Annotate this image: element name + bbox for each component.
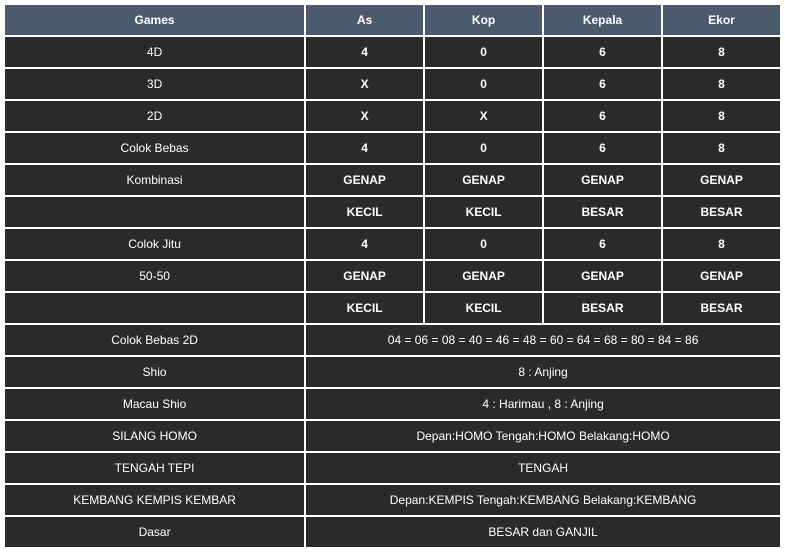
row-label: Colok Bebas 2D <box>5 325 304 355</box>
cell-kepala: BESAR <box>544 293 661 323</box>
cell-kop: 0 <box>425 69 542 99</box>
cell-kepala: BESAR <box>544 197 661 227</box>
row-label: 4D <box>5 37 304 67</box>
cell-kepala: 6 <box>544 133 661 163</box>
cell-as: 4 <box>306 133 423 163</box>
row-span-value: Depan:HOMO Tengah:HOMO Belakang:HOMO <box>306 421 780 451</box>
cell-kepala: GENAP <box>544 165 661 195</box>
table-row: 4D 4 0 6 8 <box>5 37 780 67</box>
table-row: 50-50 GENAP GENAP GENAP GENAP <box>5 261 780 291</box>
cell-kop: 0 <box>425 133 542 163</box>
row-label: Kombinasi <box>5 165 304 195</box>
cell-kop: GENAP <box>425 261 542 291</box>
cell-as: 4 <box>306 37 423 67</box>
cell-kop: X <box>425 101 542 131</box>
table-row: 2D X X 6 8 <box>5 101 780 131</box>
row-label <box>5 197 304 227</box>
cell-kepala: GENAP <box>544 261 661 291</box>
table-row: KEMBANG KEMPIS KEMBAR Depan:KEMPIS Tenga… <box>5 485 780 515</box>
row-label: KEMBANG KEMPIS KEMBAR <box>5 485 304 515</box>
cell-ekor: 8 <box>663 69 780 99</box>
row-label: Shio <box>5 357 304 387</box>
cell-kop: GENAP <box>425 165 542 195</box>
cell-ekor: 8 <box>663 133 780 163</box>
cell-kop: 0 <box>425 229 542 259</box>
row-label: TENGAH TEPI <box>5 453 304 483</box>
row-span-value: 04 = 06 = 08 = 40 = 46 = 48 = 60 = 64 = … <box>306 325 780 355</box>
table-row: SILANG HOMO Depan:HOMO Tengah:HOMO Belak… <box>5 421 780 451</box>
table-row: TENGAH TEPI TENGAH <box>5 453 780 483</box>
cell-kop: KECIL <box>425 293 542 323</box>
row-span-value: Depan:KEMPIS Tengah:KEMBANG Belakang:KEM… <box>306 485 780 515</box>
cell-kop: 0 <box>425 37 542 67</box>
cell-ekor: BESAR <box>663 197 780 227</box>
table-row: Dasar BESAR dan GANJIL <box>5 517 780 547</box>
cell-ekor: 8 <box>663 101 780 131</box>
cell-ekor: GENAP <box>663 261 780 291</box>
row-label: Colok Jitu <box>5 229 304 259</box>
header-ekor: Ekor <box>663 5 780 35</box>
cell-ekor: 8 <box>663 229 780 259</box>
table-row: Colok Bebas 2D 04 = 06 = 08 = 40 = 46 = … <box>5 325 780 355</box>
table-row: KECIL KECIL BESAR BESAR <box>5 197 780 227</box>
row-label: Dasar <box>5 517 304 547</box>
header-row: Games As Kop Kepala Ekor <box>5 5 780 35</box>
header-as: As <box>306 5 423 35</box>
row-span-value: TENGAH <box>306 453 780 483</box>
cell-ekor: 8 <box>663 37 780 67</box>
table-row: 3D X 0 6 8 <box>5 69 780 99</box>
table-body: 4D 4 0 6 8 3D X 0 6 8 2D X X 6 8 Colok <box>5 37 780 547</box>
table-row: Colok Jitu 4 0 6 8 <box>5 229 780 259</box>
cell-kepala: 6 <box>544 229 661 259</box>
row-label: 3D <box>5 69 304 99</box>
cell-as: X <box>306 69 423 99</box>
cell-as: KECIL <box>306 197 423 227</box>
row-label: 50-50 <box>5 261 304 291</box>
table-row: Macau Shio 4 : Harimau , 8 : Anjing <box>5 389 780 419</box>
header-kepala: Kepala <box>544 5 661 35</box>
table-container: Games As Kop Kepala Ekor 4D 4 0 6 8 3D X… <box>0 0 785 552</box>
row-label: Macau Shio <box>5 389 304 419</box>
cell-as: KECIL <box>306 293 423 323</box>
cell-as: 4 <box>306 229 423 259</box>
row-label <box>5 293 304 323</box>
cell-kop: KECIL <box>425 197 542 227</box>
cell-as: GENAP <box>306 165 423 195</box>
cell-as: GENAP <box>306 261 423 291</box>
cell-as: X <box>306 101 423 131</box>
table-row: Kombinasi GENAP GENAP GENAP GENAP <box>5 165 780 195</box>
row-label: SILANG HOMO <box>5 421 304 451</box>
cell-ekor: GENAP <box>663 165 780 195</box>
row-span-value: 4 : Harimau , 8 : Anjing <box>306 389 780 419</box>
header-kop: Kop <box>425 5 542 35</box>
cell-ekor: BESAR <box>663 293 780 323</box>
table-row: KECIL KECIL BESAR BESAR <box>5 293 780 323</box>
table-row: Colok Bebas 4 0 6 8 <box>5 133 780 163</box>
cell-kepala: 6 <box>544 69 661 99</box>
header-games: Games <box>5 5 304 35</box>
row-span-value: BESAR dan GANJIL <box>306 517 780 547</box>
cell-kepala: 6 <box>544 101 661 131</box>
table-row: Shio 8 : Anjing <box>5 357 780 387</box>
row-label: Colok Bebas <box>5 133 304 163</box>
lottery-table: Games As Kop Kepala Ekor 4D 4 0 6 8 3D X… <box>3 3 782 549</box>
cell-kepala: 6 <box>544 37 661 67</box>
row-label: 2D <box>5 101 304 131</box>
row-span-value: 8 : Anjing <box>306 357 780 387</box>
